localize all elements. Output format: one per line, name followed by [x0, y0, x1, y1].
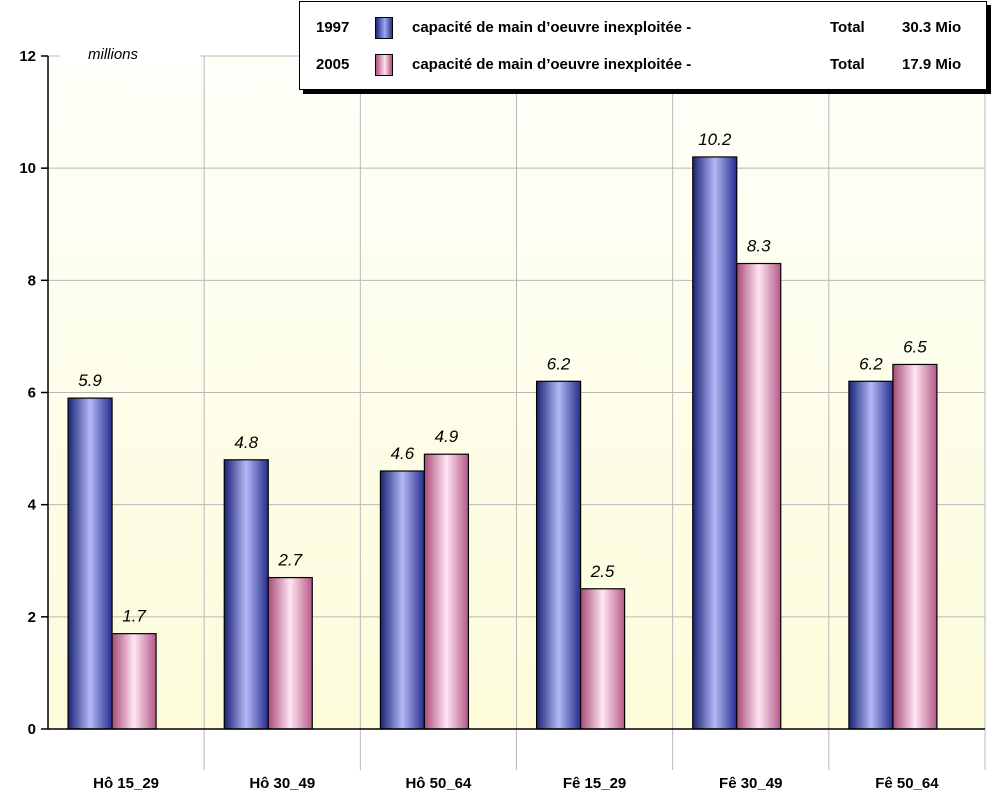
legend-swatch-1997 [375, 17, 393, 39]
data-label-1997-3: 4.6 [391, 444, 415, 463]
bar-1997-3 [379, 470, 426, 730]
legend-year-2005: 2005 [316, 56, 350, 73]
x-category-label: Hô 30_49 [249, 775, 315, 792]
y-unit-label: millions [88, 46, 139, 63]
y-tick-label: 12 [19, 48, 36, 65]
x-category-label: Hô 15_29 [93, 775, 159, 792]
bar-2005-5 [736, 262, 782, 730]
data-label-2005-3: 4.9 [435, 427, 459, 446]
y-tick-label: 8 [28, 272, 36, 289]
data-label-1997-2: 4.8 [234, 433, 258, 452]
legend-total-value-2005: 17.9 Mio [902, 56, 962, 73]
bar-2005-1 [111, 633, 157, 730]
y-tick-label: 2 [28, 609, 36, 626]
chart-legend: 1997 capacité de main d’oeuvre inexploit… [299, 1, 987, 90]
legend-row-1997: 1997 capacité de main d’oeuvre inexploit… [300, 13, 986, 43]
legend-description-2005: capacité de main d’oeuvre inexploitée - [412, 56, 692, 73]
data-label-2005-2: 2.7 [277, 551, 302, 570]
data-label-2005-5: 8.3 [747, 237, 771, 256]
bar-2005-3 [423, 453, 470, 730]
data-label-1997-1: 5.9 [78, 371, 102, 390]
legend-swatch-2005 [375, 54, 393, 76]
bar-1997-5 [692, 156, 738, 730]
y-tick-label: 4 [28, 497, 37, 514]
data-label-2005-1: 1.7 [122, 607, 146, 626]
y-tick-label: 10 [19, 160, 36, 177]
legend-year-1997: 1997 [316, 19, 350, 36]
data-label-2005-4: 2.5 [590, 562, 615, 581]
bar-1997-1 [67, 397, 113, 730]
legend-total-label-2005: Total [830, 56, 865, 73]
y-tick-label: 0 [28, 721, 36, 738]
x-category-label: Fê 15_29 [563, 775, 626, 792]
legend-description-1997: capacité de main d’oeuvre inexploitée - [412, 19, 692, 36]
bar-2005-2 [267, 576, 313, 730]
legend-total-label-1997: Total [830, 19, 865, 36]
bar-1997-2 [223, 459, 269, 730]
unit-label-bg [60, 44, 200, 66]
data-label-1997-5: 10.2 [698, 130, 732, 149]
x-category-label: Fê 30_49 [719, 775, 782, 792]
bar-2005-4 [579, 588, 626, 730]
x-category-label: Hô 50_64 [405, 775, 472, 792]
legend-total-value-1997: 30.3 Mio [902, 19, 962, 36]
data-label-1997-4: 6.2 [547, 354, 571, 373]
data-label-2005-6: 6.5 [903, 337, 927, 356]
bar-2005-6 [892, 363, 938, 730]
y-tick-label: 6 [28, 385, 36, 402]
bar-1997-6 [848, 380, 894, 730]
legend-row-2005: 2005 capacité de main d’oeuvre inexploit… [300, 50, 986, 80]
data-label-1997-6: 6.2 [859, 354, 883, 373]
bar-1997-4 [535, 380, 582, 730]
x-category-label: Fê 50_64 [875, 775, 939, 792]
